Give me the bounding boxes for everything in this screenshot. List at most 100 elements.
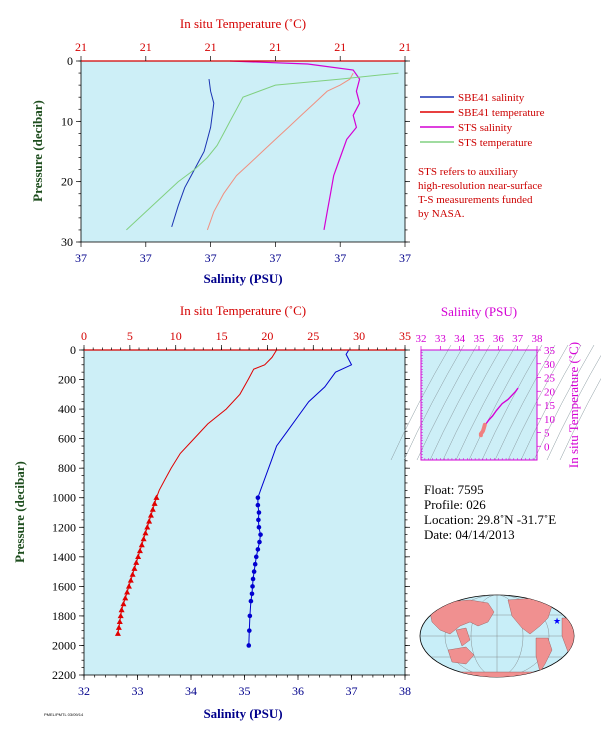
temperature-marker-20 [140,535,147,542]
temp-tick-label-7: 35 [399,329,411,343]
bottom-tick-label-2: 37 [205,251,217,265]
salinity-marker-28 [247,628,252,633]
bottom-series-layer [114,349,353,648]
sal-tick-label-0: 32 [78,684,90,698]
float-position-star-icon: ★ [553,617,561,627]
sal-tick-label-2: 34 [185,684,197,698]
ts-temp-tick-label-0: 0 [544,441,550,453]
temperature-marker-24 [133,559,140,565]
legend-label-sts-temperature: STS temperature [458,137,532,149]
temperature-marker-32 [118,606,125,613]
salinity-marker-15 [256,517,261,523]
ts-density-contours [390,344,601,461]
sts-note-line-2: high-resolution near-surface [418,180,542,192]
temp-tick-label-0: 0 [81,329,87,343]
salinity-marker-14 [256,510,262,515]
ts-sal-tick-label-3: 35 [474,333,486,345]
pressure-tick-label-8: 1600 [52,579,76,593]
pressure-tick-label-4: 800 [58,461,76,475]
bottom-tick-label-0: 37 [75,251,87,265]
temperature-marker-15 [149,506,156,512]
bottom-plot-area [84,350,405,675]
sts-note-line-4: by NASA. [418,208,465,220]
salinity-marker-16 [256,524,262,530]
bottom-tick-label-4: 37 [334,251,346,265]
salinity-marker-20 [253,554,259,560]
salinity-marker-24 [250,584,255,589]
temp-tick-label-1: 5 [127,329,133,343]
top-series-sbe41-temperature [206,72,354,231]
ts-series-1 [478,422,487,438]
y-tick-label-3: 30 [61,235,73,249]
pressure-tick-label-6: 1200 [52,520,76,534]
salinity-marker-19 [255,547,261,552]
top-tick-label-5: 21 [399,40,411,54]
ts-plot-area [421,350,537,460]
pressure-tick-label-10: 2000 [52,638,76,652]
salinity-marker-22 [251,569,257,574]
salinity-marker-27 [247,613,253,619]
top-tick-label-4: 21 [334,40,346,54]
ts-temp-tick-label-7: 35 [544,345,556,357]
sts-note: STS refers to auxiliary high-resolution … [418,166,542,220]
ts-sal-tick-label-0: 32 [416,333,427,345]
land-south-america [535,637,553,673]
ts-sal-tick-label-1: 33 [435,333,447,345]
legend-label-sbe41-temperature: SBE41 temperature [458,107,545,119]
temp-tick-label-6: 30 [353,329,365,343]
isopycnal-3 [429,344,491,461]
profile-number: Profile: 026 [424,497,486,512]
temperature-marker-29 [124,589,131,595]
isopycnal-1 [403,344,465,461]
sts-note-line-1: STS refers to auxiliary [418,166,518,178]
sal-tick-label-6: 38 [399,684,411,698]
salinity-marker-29 [246,643,252,648]
bottom-ticks: 0 5 10 15 20 25 30 35 32 33 34 35 36 37 38 0 200 400 600 80… [52,329,411,698]
temperature-marker-30 [122,594,129,601]
isopycnal-10 [520,344,582,461]
ts-temp-tick-label-1: 5 [544,428,550,440]
sal-tick-label-3: 35 [239,684,251,698]
isopycnal-4 [442,344,504,461]
top-plot-area [81,61,405,242]
temperature-marker-14 [151,500,158,506]
land-australia [447,646,475,665]
salinity-marker-25 [249,591,255,597]
salinity-marker-13 [255,502,261,508]
float-id: Float: 7595 [424,482,484,497]
temperature-marker-16 [147,512,154,518]
temperature-marker-34 [116,618,123,625]
temperature-marker-23 [135,553,142,560]
ts-sal-tick-label-2: 34 [454,333,466,345]
top-series-sbe41-salinity [171,79,215,228]
top-series-sts-salinity [229,60,361,231]
temp-tick-label-2: 10 [170,329,182,343]
ts-temp-tick-label-5: 25 [544,373,556,385]
ts-salinity-axis-title: Salinity (PSU) [441,304,517,319]
temp-tick-label-5: 25 [307,329,319,343]
isopycnal-13 [559,378,601,461]
sts-note-line-3: T-S measurements funded [418,194,533,206]
isopycnal-6 [468,344,530,461]
ts-temp-tick-label-6: 30 [544,359,556,371]
temperature-marker-31 [120,600,127,607]
isopycnal-9 [507,344,569,461]
temperature-marker-21 [138,541,145,548]
isopycnal-12 [546,354,601,461]
legend-label-sbe41-salinity: SBE41 salinity [458,92,525,104]
top-series-layer [126,60,399,231]
temperature-marker-25 [131,565,138,571]
float-info: Float: 7595 Profile: 026 Location: 29.8˚… [424,482,556,542]
profile-date: Date: 04/14/2013 [424,527,515,542]
land-asia [429,599,495,635]
top-temp-axis-title: In situ Temperature (˚C) [180,16,306,31]
salinity-marker-18 [257,539,262,545]
ts-sal-tick-label-4: 36 [493,333,505,345]
sal-tick-label-5: 37 [346,684,358,698]
top-ticks: 21 21 21 21 21 21 37 37 37 37 37 37 0 10 20 30 [61,40,411,265]
salinity-marker-23 [250,576,256,582]
temperature-marker-18 [144,524,151,530]
